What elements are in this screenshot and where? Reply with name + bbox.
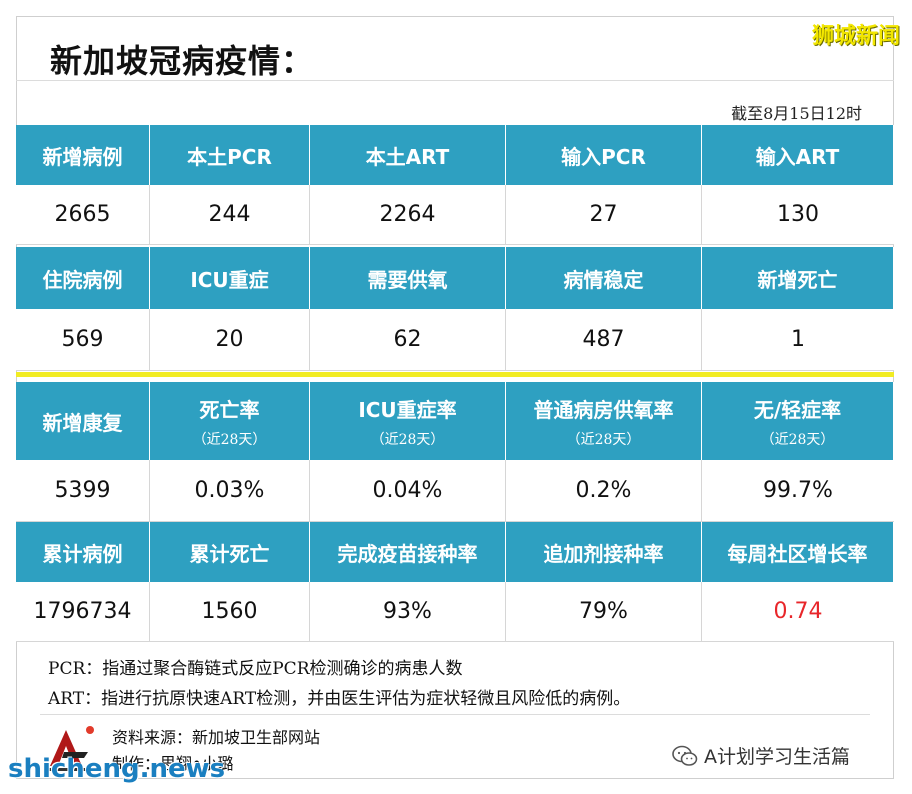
header-cell: 追加剂接种率 — [506, 522, 702, 582]
as-of-date: 截至8月15日12时 — [731, 104, 862, 123]
header-label: 死亡率 — [199, 397, 260, 422]
header-label: 无/轻症率 — [753, 397, 842, 422]
value-cell: 79% — [506, 582, 702, 642]
header-cell: 住院病例 — [16, 247, 150, 309]
publisher-logo-icon — [48, 726, 98, 771]
value-cell: 62 — [310, 309, 506, 371]
header-cell: 输入ART — [702, 125, 894, 185]
wechat-icon — [672, 745, 698, 766]
value-cell: 0.2% — [506, 460, 702, 522]
value-cell: 1560 — [150, 582, 310, 642]
value-cell: 20 — [150, 309, 310, 371]
table-new-cases: 新增病例 本土PCR 本土ART 输入PCR 输入ART 2665 244 22… — [16, 125, 894, 245]
header-cell: 新增死亡 — [702, 247, 894, 309]
header-sublabel: （近28天） — [370, 431, 445, 448]
source-text: 资料来源：新加坡卫生部网站 — [112, 728, 321, 747]
header-cell: 累计死亡 — [150, 522, 310, 582]
header-sublabel: （近28天） — [566, 431, 641, 448]
value-cell: 5399 — [16, 460, 150, 522]
header-label: ICU重症率 — [358, 397, 457, 422]
header-cell: 普通病房供氧率 （近28天） — [506, 382, 702, 460]
title-divider — [16, 80, 894, 81]
note-art: ART：指进行抗原快速ART检测，并由医生评估为症状轻微且风险低的病例。 — [48, 689, 631, 709]
value-cell: 0.04% — [310, 460, 506, 522]
header-cell: 完成疫苗接种率 — [310, 522, 506, 582]
header-label: 普通病房供氧率 — [533, 397, 674, 422]
table-rates: 新增康复 死亡率 （近28天） ICU重症率 （近28天） 普通病房供氧率 （近28天… — [16, 382, 894, 522]
header-cell: 病情稳定 — [506, 247, 702, 309]
brand-label: 狮城新闻 — [811, 24, 900, 49]
value-cell: 1796734 — [16, 582, 150, 642]
note-pcr: PCR：指通过聚合酶链式反应PCR检测确诊的病患人数 — [48, 659, 463, 679]
value-cell: 93% — [310, 582, 506, 642]
value-cell: 244 — [150, 185, 310, 245]
wechat-account: A计划学习生活篇 — [672, 742, 850, 769]
value-cell-highlight: 0.74 — [702, 582, 894, 642]
header-sublabel: （近28天） — [760, 431, 835, 448]
footer-divider — [40, 714, 870, 715]
value-cell: 130 — [702, 185, 894, 245]
header-cell: 无/轻症率 （近28天） — [702, 382, 894, 460]
header-cell: 新增康复 — [16, 382, 150, 460]
value-cell: 1 — [702, 309, 894, 371]
maker-text: 制作：思翔•小璐 — [112, 754, 234, 773]
value-cell: 2264 — [310, 185, 506, 245]
value-cell: 2665 — [16, 185, 150, 245]
watermark: shicheng.news — [8, 754, 226, 784]
header-sublabel: （近28天） — [192, 431, 267, 448]
table-hospital: 住院病例 ICU重症 需要供氧 病情稳定 新增死亡 569 20 62 487 … — [16, 247, 894, 371]
value-cell: 487 — [506, 309, 702, 371]
header-cell: 输入PCR — [506, 125, 702, 185]
value-cell: 99.7% — [702, 460, 894, 522]
section-divider — [16, 372, 894, 377]
value-cell: 569 — [16, 309, 150, 371]
header-cell: ICU重症率 （近28天） — [310, 382, 506, 460]
header-label: 新增康复 — [42, 410, 123, 435]
header-cell: 新增病例 — [16, 125, 150, 185]
header-cell: 每周社区增长率 — [702, 522, 894, 582]
header-cell: ICU重症 — [150, 247, 310, 309]
header-cell: 本土PCR — [150, 125, 310, 185]
header-cell: 需要供氧 — [310, 247, 506, 309]
value-cell: 0.03% — [150, 460, 310, 522]
table-cumulative: 累计病例 累计死亡 完成疫苗接种率 追加剂接种率 每周社区增长率 1796734… — [16, 522, 894, 642]
header-cell: 死亡率 （近28天） — [150, 382, 310, 460]
value-cell: 27 — [506, 185, 702, 245]
wechat-account-name: A计划学习生活篇 — [704, 746, 850, 768]
header-cell: 累计病例 — [16, 522, 150, 582]
header-cell: 本土ART — [310, 125, 506, 185]
page-title: 新加坡冠病疫情： — [50, 42, 315, 80]
